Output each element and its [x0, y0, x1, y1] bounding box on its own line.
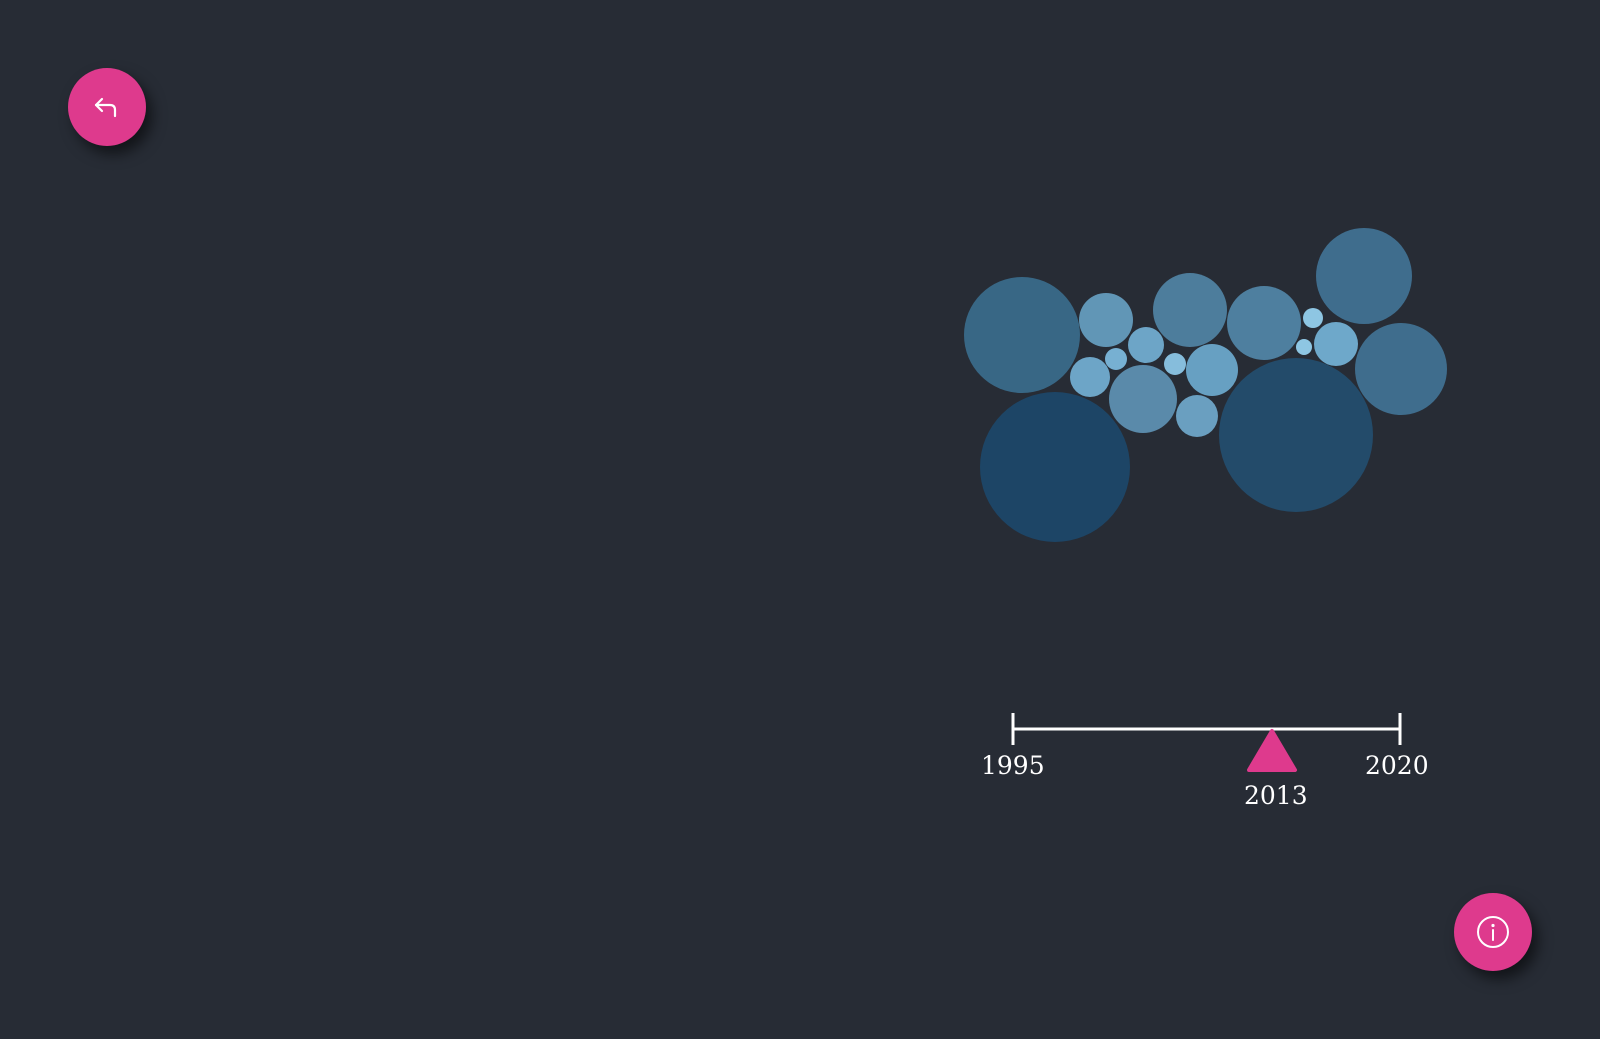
bubble[interactable]	[1109, 365, 1177, 433]
bubble[interactable]	[1128, 327, 1164, 363]
info-button[interactable]	[1454, 893, 1532, 971]
return-arrow-icon	[94, 97, 117, 118]
bubble[interactable]	[1164, 353, 1186, 375]
bubble[interactable]	[1316, 228, 1412, 324]
info-icon	[1477, 916, 1509, 948]
bubble[interactable]	[1296, 339, 1312, 355]
timeline-end-label: 2020	[1365, 751, 1429, 780]
bubble[interactable]	[1219, 358, 1373, 512]
bubble[interactable]	[1105, 348, 1127, 370]
bubble[interactable]	[964, 277, 1080, 393]
bubble[interactable]	[1079, 293, 1133, 347]
timeline-handle[interactable]	[1247, 729, 1297, 772]
bubble[interactable]	[1314, 322, 1358, 366]
bubble[interactable]	[1355, 323, 1447, 415]
bubble[interactable]	[1176, 395, 1218, 437]
timeline-start-label: 1995	[981, 751, 1045, 780]
bubble[interactable]	[1153, 273, 1227, 347]
bubble[interactable]	[1070, 357, 1110, 397]
bubble[interactable]	[1227, 286, 1301, 360]
bubble[interactable]	[1186, 344, 1238, 396]
bubble[interactable]	[980, 392, 1130, 542]
timeline-current-label: 2013	[1244, 781, 1308, 810]
bubble[interactable]	[1303, 308, 1323, 328]
back-button[interactable]	[68, 68, 146, 146]
